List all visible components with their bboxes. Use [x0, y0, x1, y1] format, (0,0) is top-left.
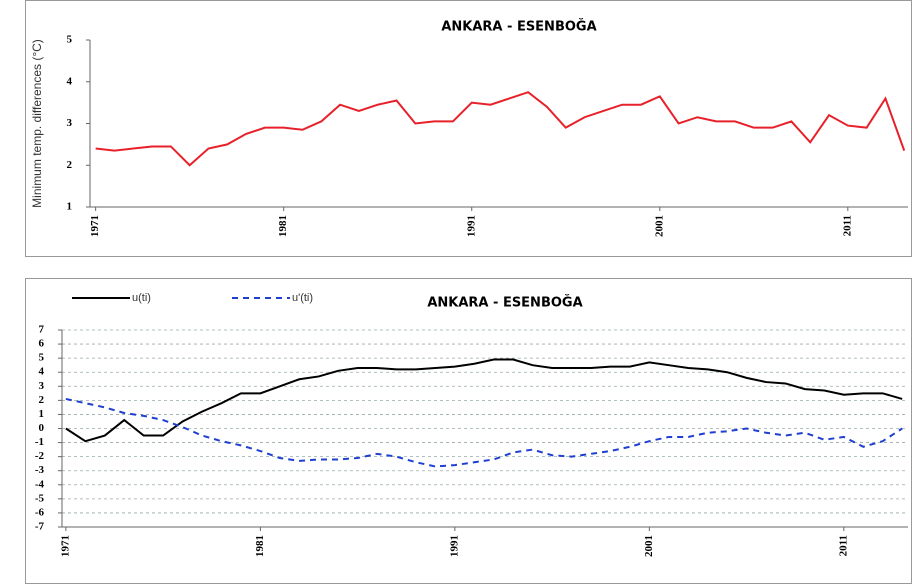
chart-title: ANKARA - ESENBOĞA [427, 295, 582, 311]
y-tick-label: 5 [67, 34, 73, 46]
y-tick-label: 4 [39, 366, 45, 378]
y-tick-label: -7 [35, 521, 45, 533]
x-tick-label: 2001 [643, 535, 655, 557]
chart-title: ANKARA - ESENBOĞA [441, 19, 596, 35]
data-line [65, 397, 903, 468]
y-tick-label: -3 [35, 464, 45, 476]
y-tick-label: -2 [35, 450, 45, 462]
x-tick-label: 1991 [465, 215, 477, 237]
y-tick-label: 5 [39, 352, 45, 364]
data-line [95, 91, 906, 167]
legend-label: u'(ti) [292, 292, 313, 304]
y-tick-label: 2 [39, 394, 45, 406]
y-tick-label: -5 [35, 492, 45, 504]
y-axis-label: Minimum temp. differences (°C) [30, 39, 44, 208]
x-tick-label: 2011 [837, 535, 849, 556]
y-tick-label: -4 [35, 478, 45, 490]
x-tick-label: 1971 [59, 535, 71, 557]
y-tick-label: 4 [67, 75, 73, 87]
x-tick-label: 1991 [448, 535, 460, 557]
y-tick-label: -1 [35, 436, 44, 448]
data-line [65, 358, 903, 443]
y-tick-label: 3 [39, 380, 45, 392]
legend-label: u(ti) [132, 292, 151, 304]
y-tick-label: 3 [67, 117, 73, 129]
x-tick-label: 2011 [841, 215, 853, 236]
y-tick-label: 2 [67, 159, 73, 171]
x-tick-label: 1971 [89, 215, 101, 237]
x-tick-label: 2001 [653, 215, 665, 237]
y-tick-label: 7 [39, 324, 45, 336]
x-tick-label: 1981 [254, 535, 266, 557]
y-tick-label: 1 [67, 201, 73, 213]
y-tick-label: 6 [39, 338, 45, 350]
y-tick-label: 1 [39, 408, 45, 420]
y-tick-label: -6 [35, 506, 45, 518]
panel-frame [25, 278, 912, 584]
x-tick-label: 1981 [277, 215, 289, 237]
y-tick-label: 0 [39, 422, 45, 434]
